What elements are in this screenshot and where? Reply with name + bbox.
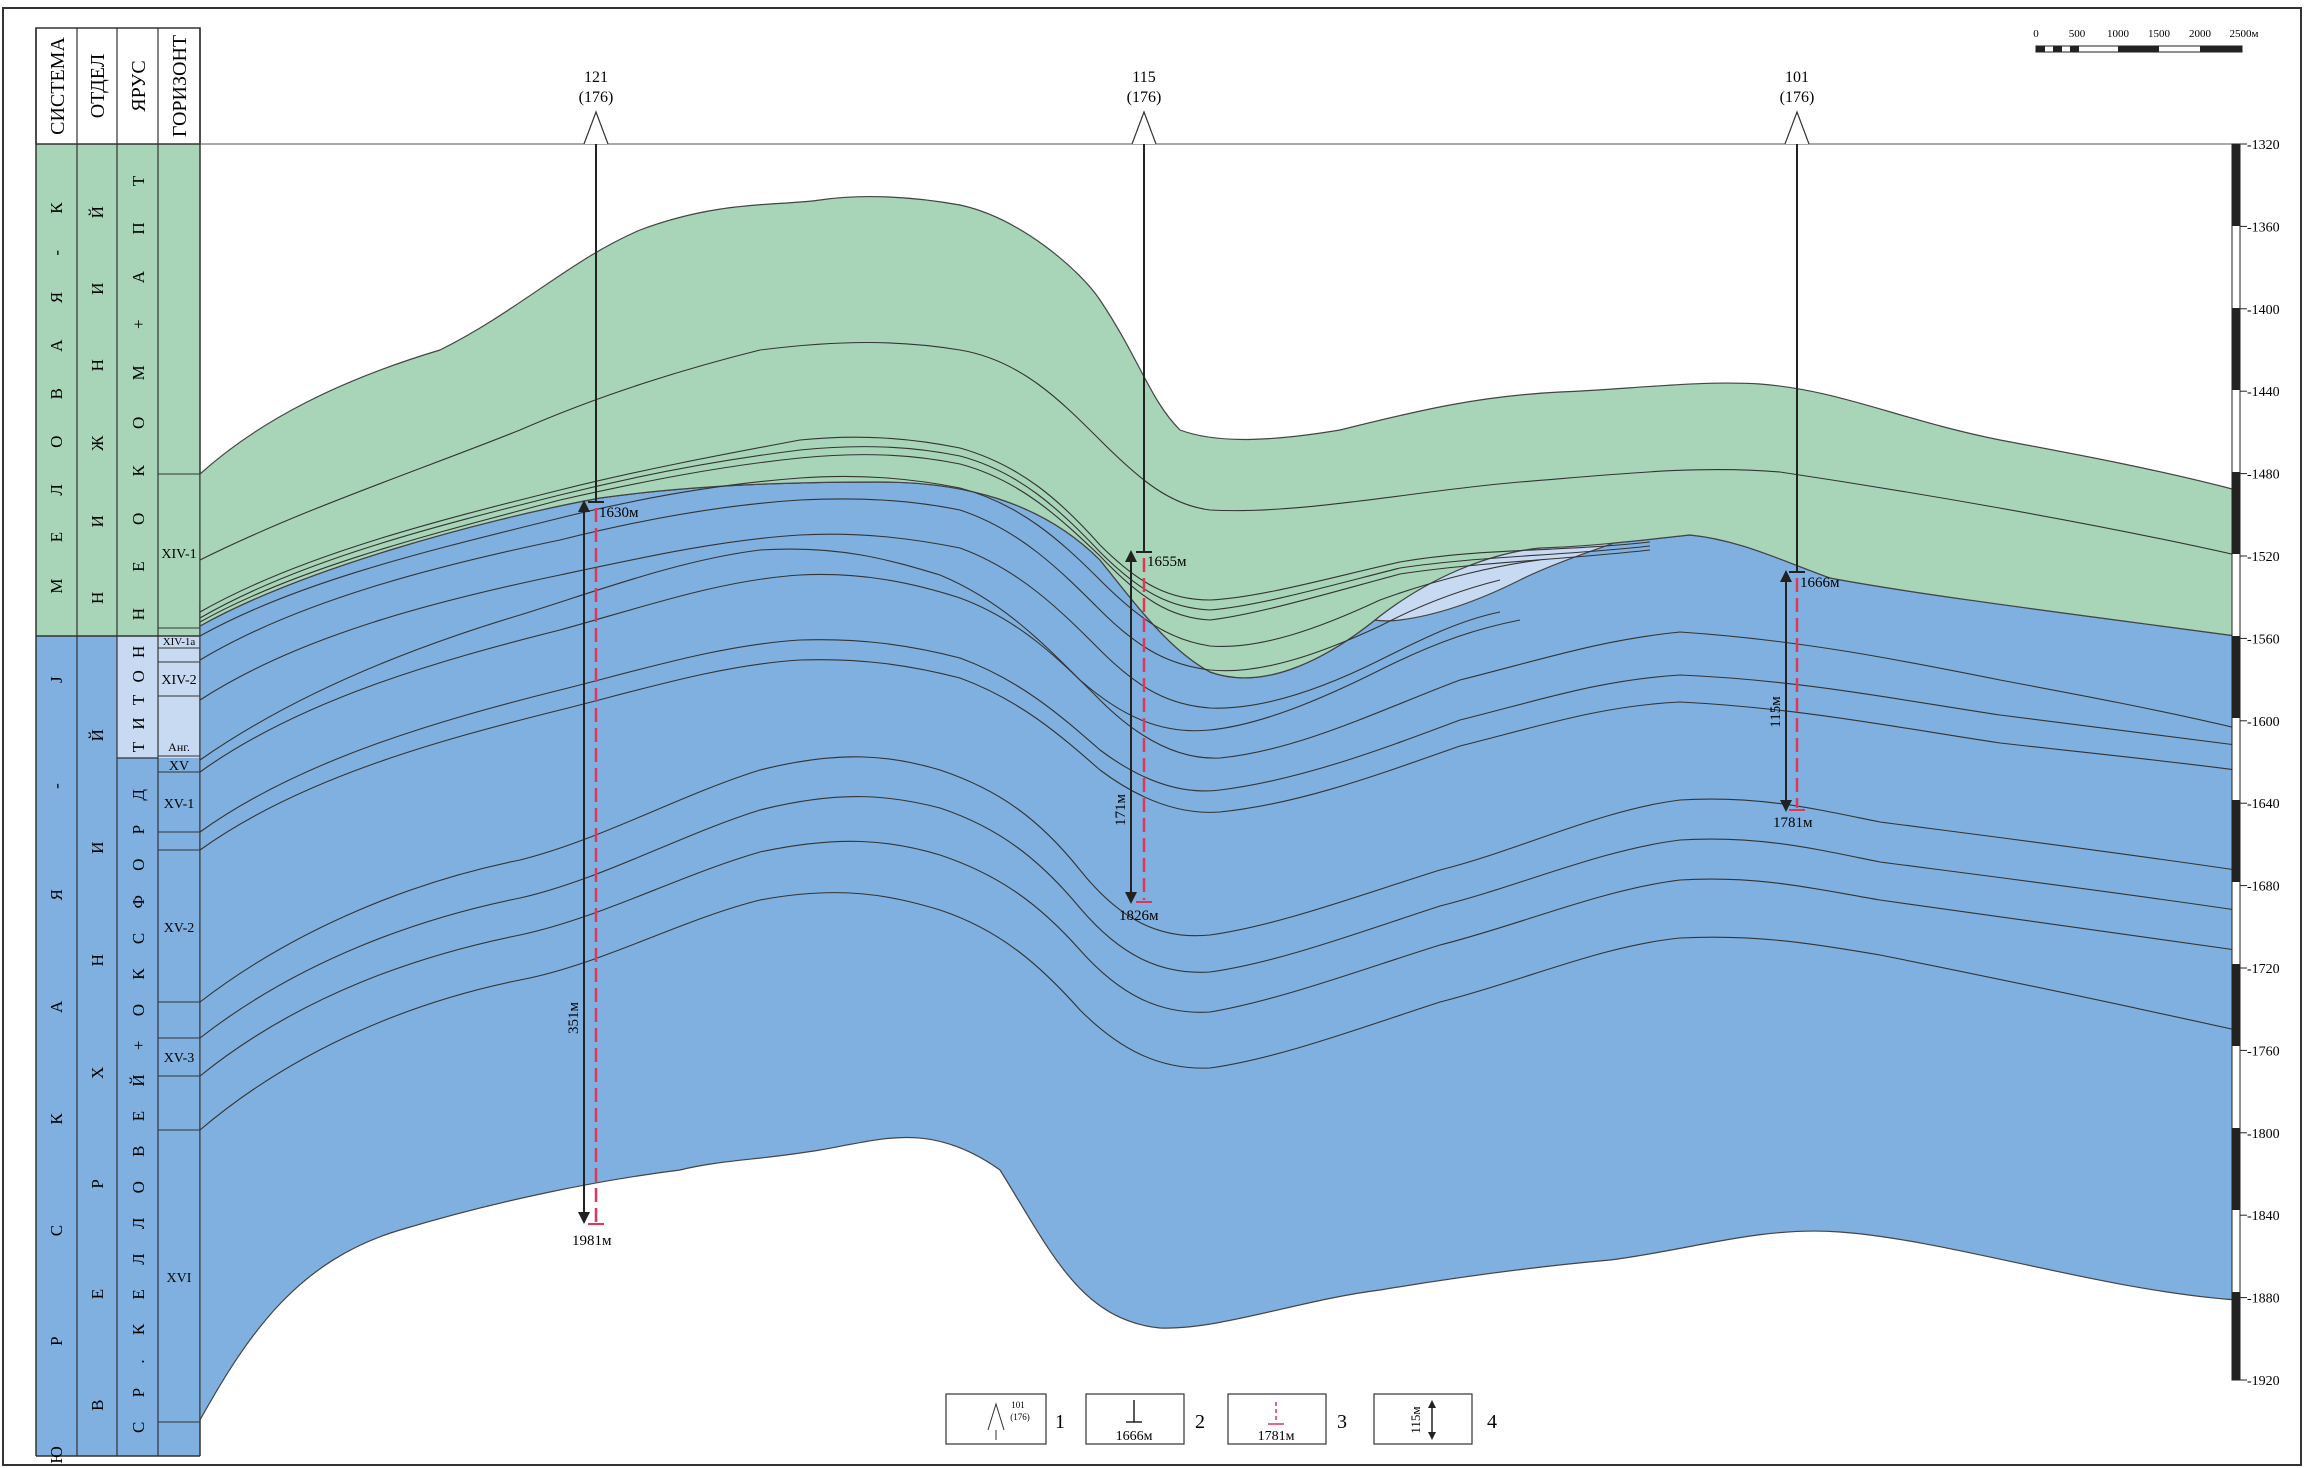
well-bottom-label: 1781м xyxy=(1773,815,1813,831)
well-symbol-icon xyxy=(1131,110,1157,145)
label-division-lower: Н И Ж Н И Й xyxy=(88,176,107,604)
depth-tick-label: -1560 xyxy=(2247,632,2280,647)
horizon-label: XV-3 xyxy=(164,1051,195,1066)
depth-tick-label: -1640 xyxy=(2247,797,2280,812)
depth-tick-label: -1920 xyxy=(2247,1374,2280,1389)
stratigraphic-column: СИСТЕМА ОТДЕЛ ЯРУС ГОРИЗОНТ М Е Л О В А … xyxy=(35,27,201,1464)
label-stage-callovian: С Р . К Е Л Л О В Е Й + О К С Ф О Р Д xyxy=(129,779,148,1433)
depth-tick-label: -1760 xyxy=(2247,1044,2280,1059)
label-stage-neocomian: Н Е О К О М + А П Т xyxy=(129,160,148,620)
depth-scale: -1320 -1360 -1400 -1440 -1480 -1520 -1560 -1600… xyxy=(200,138,2280,1389)
depth-tick-label: -1320 xyxy=(2247,138,2280,153)
horizon-label: XV-2 xyxy=(164,921,195,936)
horizon-label: XV-1 xyxy=(164,797,195,812)
layer-cretaceous xyxy=(199,195,2237,679)
well-id: 121 xyxy=(584,69,608,86)
scale-label: 0 xyxy=(2033,28,2039,40)
scale-bar: 0 500 1000 1500 2000 2500м xyxy=(2033,28,2259,53)
horizon-label: XIV-2 xyxy=(161,673,196,688)
depth-tick-label: -1440 xyxy=(2247,385,2280,400)
well-altitude: (176) xyxy=(1780,89,1815,106)
scale-label: 1500 xyxy=(2148,28,2171,40)
legend: 101 (176) 1 1666м 2 1781м 3 115м 4 xyxy=(945,1393,1497,1445)
legend-sample: 1781м xyxy=(1258,1429,1295,1444)
well-top-label: 1666м xyxy=(1800,575,1840,591)
legend-sample: 115м xyxy=(1408,1406,1423,1433)
depth-tick-label: -1400 xyxy=(2247,303,2280,318)
horizon-label: XIV-1а xyxy=(163,636,196,648)
legend-box-3 xyxy=(1227,1393,1327,1445)
legend-number: 2 xyxy=(1195,1411,1205,1433)
legend-box-4 xyxy=(1373,1393,1473,1445)
well-altitude: (176) xyxy=(579,89,614,106)
legend-number: 1 xyxy=(1055,1411,1065,1433)
well-115: 115 (176) 1655м 1826м 171м xyxy=(1113,69,1187,924)
label-stage-tithonian: Т И Т О Н xyxy=(129,642,148,753)
depth-tick-label: -1520 xyxy=(2247,550,2280,565)
well-101: 101 (176) 1666м 1781м 115м xyxy=(1768,69,1840,831)
scale-label: 2500м xyxy=(2230,28,2259,40)
depth-tick-label: -1720 xyxy=(2247,962,2280,977)
header-stage: ЯРУС xyxy=(128,60,150,111)
thickness-label: 115м xyxy=(1768,696,1784,728)
well-top-label: 1630м xyxy=(599,505,639,521)
thickness-label: 171м xyxy=(1113,794,1129,827)
well-symbol-icon xyxy=(987,1402,1005,1431)
scale-label: 2000 xyxy=(2189,28,2212,40)
depth-tick-label: -1800 xyxy=(2247,1127,2280,1142)
section-layers xyxy=(199,195,2237,1423)
depth-tick-label: -1360 xyxy=(2247,220,2280,235)
well-altitude: (176) xyxy=(1127,89,1162,106)
scale-label: 500 xyxy=(2069,28,2086,40)
label-system-cretaceous: М Е Л О В А Я - К xyxy=(47,186,66,593)
well-121: 121 (176) 1630м 1981м 351м xyxy=(566,69,639,1249)
well-top-label: 1655м xyxy=(1147,554,1187,570)
header-system: СИСТЕМА xyxy=(47,37,69,135)
outer-border xyxy=(2,7,2302,1466)
well-id: 115 xyxy=(1132,69,1155,86)
depth-tick-label: -1680 xyxy=(2247,880,2280,895)
header-horizon: ГОРИЗОНТ xyxy=(169,35,191,137)
header-division: ОТДЕЛ xyxy=(87,54,109,119)
well-symbol-icon xyxy=(583,110,609,145)
horizon-label: XIV-1 xyxy=(161,547,196,562)
depth-tick-label: -1480 xyxy=(2247,468,2280,483)
thickness-label: 351м xyxy=(566,1002,582,1035)
label-system-jurassic: Ю Р С К А Я - J xyxy=(47,628,66,1463)
depth-tick-label: -1840 xyxy=(2247,1209,2280,1224)
scale-label: 1000 xyxy=(2107,28,2130,40)
legend-box-2 xyxy=(1085,1393,1185,1445)
well-bottom-label: 1826м xyxy=(1119,908,1159,924)
depth-tick-label: -1880 xyxy=(2247,1292,2280,1307)
legend-number: 4 xyxy=(1487,1411,1497,1433)
well-id: 101 xyxy=(1785,69,1809,86)
well-bottom-label: 1981м xyxy=(572,1233,612,1249)
depth-tick-label: -1600 xyxy=(2247,715,2280,730)
horizon-label: XVI xyxy=(167,1271,192,1286)
well-symbol-icon xyxy=(1784,110,1810,145)
legend-sample-top: 101 xyxy=(1011,1400,1025,1410)
legend-number: 3 xyxy=(1337,1411,1347,1433)
label-division-upper: В Е Р Х Н И Й xyxy=(88,681,107,1411)
horizon-label: XV xyxy=(169,759,189,774)
strata-lines xyxy=(199,341,2237,1131)
legend-sample: 1666м xyxy=(1116,1429,1153,1444)
legend-sample-bottom: (176) xyxy=(1010,1412,1030,1422)
horizon-label: Анг. xyxy=(168,740,190,754)
